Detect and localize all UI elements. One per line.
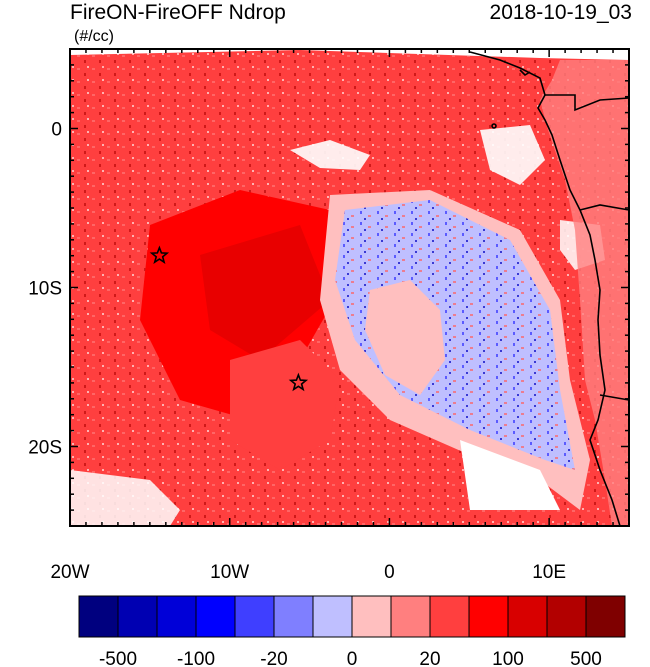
y-tick-labels: 0 10S 20S bbox=[28, 120, 62, 459]
colorbar-label: 500 bbox=[570, 649, 602, 667]
border-line-1 bbox=[545, 94, 629, 112]
colorbar-swatch bbox=[585, 595, 626, 638]
star-south-marker bbox=[288, 372, 309, 392]
x-tick-label: 0 bbox=[384, 562, 395, 583]
x-tick-labels: 20W 10W 0 10E bbox=[50, 562, 566, 583]
colorbar-swatch bbox=[156, 595, 197, 638]
field-blue-speckle bbox=[335, 200, 575, 470]
y-tick-label: 10S bbox=[28, 279, 62, 300]
colorbar-label: 20 bbox=[419, 649, 440, 667]
x-tick-label: 10E bbox=[532, 562, 566, 583]
colorbar-label: -500 bbox=[99, 649, 137, 667]
colorbar-swatch bbox=[507, 595, 548, 638]
colorbar-swatch bbox=[312, 595, 353, 638]
coastline bbox=[469, 51, 629, 526]
x-tick-label: 10W bbox=[210, 562, 249, 583]
x-tick-label: 20W bbox=[50, 562, 89, 583]
colorbar-label: -100 bbox=[177, 649, 215, 667]
colorbar-swatch bbox=[351, 595, 392, 638]
african-coast bbox=[469, 51, 621, 526]
axis-ticks bbox=[69, 48, 630, 527]
colorbar-swatch bbox=[234, 595, 275, 638]
location-markers bbox=[149, 245, 309, 392]
colorbar-swatch bbox=[273, 595, 314, 638]
island-1 bbox=[519, 69, 531, 77]
colorbar-label: -20 bbox=[260, 649, 287, 667]
colorbar-labels: -500 -100 -20 0 20 100 500 bbox=[99, 649, 602, 667]
field-gap-2 bbox=[480, 125, 545, 185]
colorbar-label: 100 bbox=[492, 649, 524, 667]
y-tick-label: 0 bbox=[51, 120, 62, 141]
colorbar-swatch bbox=[468, 595, 509, 638]
colorbar-swatch bbox=[117, 595, 158, 638]
colorbar-swatch bbox=[78, 595, 119, 638]
star-west-marker bbox=[149, 245, 170, 265]
field-gap-1 bbox=[290, 140, 370, 170]
chart-title: FireON-FireOFF Ndrop bbox=[70, 1, 286, 24]
colorbar-swatch bbox=[390, 595, 431, 638]
border-line-3 bbox=[599, 394, 629, 401]
field-gap-4 bbox=[70, 470, 180, 526]
colorbar-swatch bbox=[546, 595, 587, 638]
anomaly-field bbox=[70, 49, 629, 526]
colorbar-swatch bbox=[195, 595, 236, 638]
colorbar-swatch bbox=[429, 595, 470, 638]
field-land-region bbox=[540, 60, 629, 526]
field-inner-pink-patch bbox=[365, 280, 445, 395]
border-line-2 bbox=[579, 204, 629, 211]
chart-date: 2018-10-19_03 bbox=[489, 1, 632, 24]
colorbar-label: 0 bbox=[347, 649, 358, 667]
field-gap-3 bbox=[460, 440, 560, 510]
colorbar bbox=[78, 595, 626, 638]
island-2 bbox=[491, 123, 497, 129]
field-south-red bbox=[230, 340, 340, 470]
units-label: (#/cc) bbox=[74, 28, 114, 45]
y-tick-label: 20S bbox=[28, 438, 62, 459]
field-darkest-core bbox=[200, 225, 330, 360]
